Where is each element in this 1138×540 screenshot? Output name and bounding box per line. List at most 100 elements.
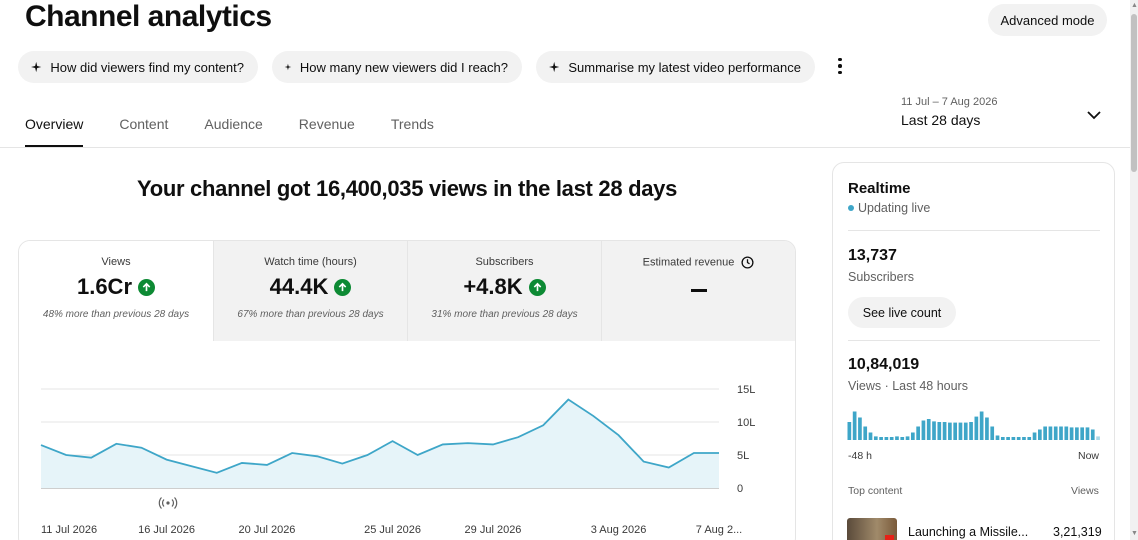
tab-content[interactable]: Content [119, 116, 169, 132]
metric-label: Estimated revenue [642, 256, 735, 269]
x-tick-label: 29 Jul 2026 [465, 524, 522, 536]
realtime-bar [1011, 437, 1016, 440]
x-tick-label: 11 Jul 2026 [41, 524, 97, 536]
realtime-views-label: Views · Last 48 hours [848, 379, 968, 393]
live-dot-icon [848, 205, 854, 211]
realtime-views: 10,84,019 [848, 356, 920, 373]
x-tick-label: 7 Aug 2... [696, 524, 742, 536]
realtime-bar [847, 422, 852, 440]
realtime-bar [1059, 426, 1063, 440]
realtime-bar [879, 437, 883, 440]
see-live-count-button[interactable]: See live count [848, 297, 956, 328]
realtime-bar [963, 422, 968, 440]
trend-up-icon [334, 278, 352, 296]
scrollbar-thumb[interactable] [1131, 14, 1137, 172]
scroll-up-arrow-icon[interactable]: ▲ [1131, 2, 1138, 9]
realtime-axis-end: Now [1078, 450, 1100, 462]
realtime-bar [905, 436, 910, 440]
top-content-title[interactable]: Launching a Missile... [908, 525, 1029, 539]
realtime-bar [958, 422, 963, 440]
chip-label: Summarise my latest video performance [568, 59, 801, 75]
metric-change: 67% more than previous 28 days [237, 309, 384, 320]
realtime-bar [995, 435, 1000, 440]
page-title: Channel analytics [25, 0, 272, 33]
realtime-bar [873, 436, 878, 440]
realtime-bar [1090, 429, 1095, 440]
realtime-status: Updating live [858, 201, 931, 215]
metric-label: Watch time (hours) [264, 256, 357, 268]
tab-bar: Overview Content Audience Revenue Trends [25, 116, 470, 147]
more-options-icon[interactable] [830, 56, 850, 76]
chip-summarise-video[interactable]: Summarise my latest video performance [536, 51, 815, 83]
views-headline: Your channel got 16,400,035 views in the… [136, 176, 678, 201]
date-range-label: Last 28 days [901, 112, 981, 128]
page-scrollbar[interactable] [1130, 0, 1138, 540]
sparkle-icon [284, 63, 292, 71]
advanced-mode-button[interactable]: Advanced mode [988, 4, 1107, 36]
metric-estimated-revenue[interactable]: Estimated revenue [601, 241, 795, 341]
realtime-bar [921, 420, 926, 440]
no-value-dash [690, 288, 707, 292]
realtime-bar [937, 422, 942, 440]
chevron-down-icon [1087, 111, 1101, 120]
tab-audience[interactable]: Audience [204, 116, 263, 132]
tab-trends[interactable]: Trends [390, 116, 434, 132]
realtime-bar [916, 426, 920, 440]
trend-up-icon [528, 278, 546, 296]
realtime-bar [1043, 426, 1047, 440]
tab-divider [0, 147, 1130, 148]
realtime-bar [884, 437, 889, 440]
metric-label: Views [101, 256, 131, 268]
realtime-bar [942, 422, 947, 440]
realtime-bar [1069, 427, 1074, 440]
date-range-selector[interactable]: 11 Jul – 7 Aug 2026 Last 28 days [901, 96, 1111, 136]
y-tick-label: 0 [737, 483, 743, 495]
realtime-bar [1064, 426, 1069, 440]
realtime-bar [889, 437, 894, 440]
chip-new-viewers[interactable]: How many new viewers did I reach? [272, 51, 522, 83]
divider [848, 340, 1100, 341]
scroll-down-arrow-icon[interactable]: ▼ [1131, 530, 1138, 537]
metric-change: 31% more than previous 28 days [431, 309, 578, 320]
sparkle-icon [31, 61, 42, 73]
realtime-bar [1080, 427, 1085, 440]
realtime-bar [1027, 437, 1032, 440]
realtime-bar [974, 416, 979, 440]
x-tick-label: 20 Jul 2026 [239, 524, 296, 536]
chip-label: How did viewers find my content? [50, 59, 244, 75]
realtime-bar [1085, 427, 1090, 440]
video-thumbnail[interactable] [847, 518, 897, 540]
metric-value: +4.8K [463, 274, 523, 299]
realtime-bar [852, 411, 857, 440]
metric-value: 44.4K [269, 274, 329, 299]
sparkle-icon [549, 61, 560, 73]
realtime-bar [863, 426, 868, 440]
views-chart-svg: 15L 10L 5L 0 11 Jul 2026 16 Jul 2026 20 Jul 20… [40, 384, 755, 536]
realtime-bar [868, 432, 873, 440]
realtime-bar [900, 437, 905, 440]
realtime-bar [953, 422, 958, 440]
realtime-bar [1096, 436, 1100, 440]
clock-icon [741, 256, 754, 269]
live-broadcast-icon[interactable] [158, 497, 178, 509]
metric-subscribers[interactable]: Subscribers +4.8K 31% more than previous… [407, 241, 601, 341]
realtime-bar [1006, 437, 1010, 440]
x-tick-label: 16 Jul 2026 [138, 524, 195, 536]
metric-watch-time[interactable]: Watch time (hours) 44.4K 67% more than p… [213, 241, 407, 341]
tab-revenue[interactable]: Revenue [298, 116, 355, 132]
metric-views[interactable]: Views 1.6Cr 48% more than previous 28 da… [19, 241, 213, 341]
overview-card: Views 1.6Cr 48% more than previous 28 da… [18, 240, 796, 540]
realtime-bar [990, 426, 995, 440]
realtime-bar [1075, 427, 1079, 440]
chip-how-viewers-found[interactable]: How did viewers find my content? [18, 51, 258, 83]
suggestion-chips: How did viewers find my content? How man… [18, 51, 815, 83]
trend-up-icon [138, 278, 156, 296]
realtime-bar [979, 411, 984, 440]
realtime-bar [985, 417, 989, 440]
tab-overview[interactable]: Overview [25, 116, 84, 147]
realtime-bar [969, 422, 973, 440]
series-area [41, 399, 719, 488]
divider [848, 230, 1100, 231]
realtime-bar [1048, 426, 1053, 440]
realtime-bar [948, 422, 952, 440]
